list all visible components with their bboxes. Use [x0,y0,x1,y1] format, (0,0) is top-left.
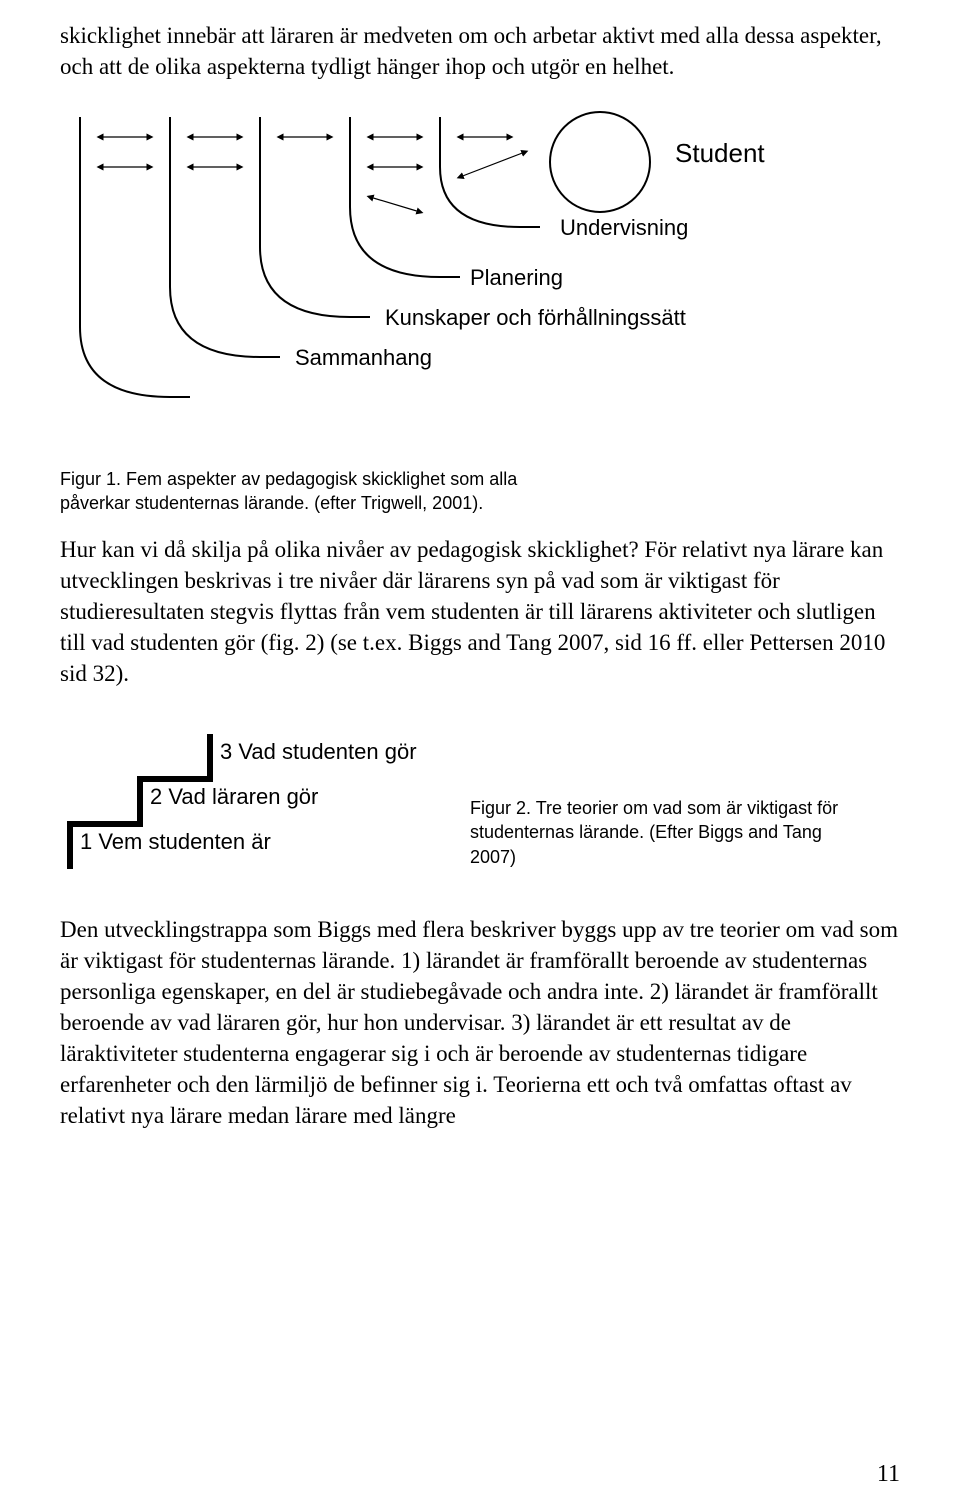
label-step-2: 2 Vad läraren gör [150,784,318,809]
figure-2-caption: Figur 2. Tre teorier om vad som är vikti… [470,796,840,879]
figure-1-caption-rest: Fem aspekter av pedagogisk skicklighet s… [60,469,517,513]
mid-paragraph: Hur kan vi då skilja på olika nivåer av … [60,534,900,689]
label-undervisning: Undervisning [560,215,688,240]
page-number: 11 [877,1461,900,1488]
label-student: Student [675,138,765,168]
figure-2-diagram: 3 Vad studenten gör 2 Vad läraren gör 1 … [60,724,430,879]
figure-1-caption: Figur 1. Fem aspekter av pedagogisk skic… [60,467,580,516]
label-step-3: 3 Vad studenten gör [220,739,417,764]
label-sammanhang: Sammanhang [295,345,432,370]
figure-1-caption-lead: Figur 1. [60,469,121,489]
figure-1-diagram: Student Undervisning Planering Kunskaper… [60,107,900,437]
tail-paragraph: Den utvecklingstrappa som Biggs med fler… [60,914,900,1131]
figure-2-caption-lead: Figur 2. [470,798,531,818]
label-kunskaper: Kunskaper och förhållningssätt [385,305,686,330]
label-step-1: 1 Vem studenten är [80,829,271,854]
intro-paragraph: skicklighet innebär att läraren är medve… [60,20,900,82]
label-planering: Planering [470,265,563,290]
